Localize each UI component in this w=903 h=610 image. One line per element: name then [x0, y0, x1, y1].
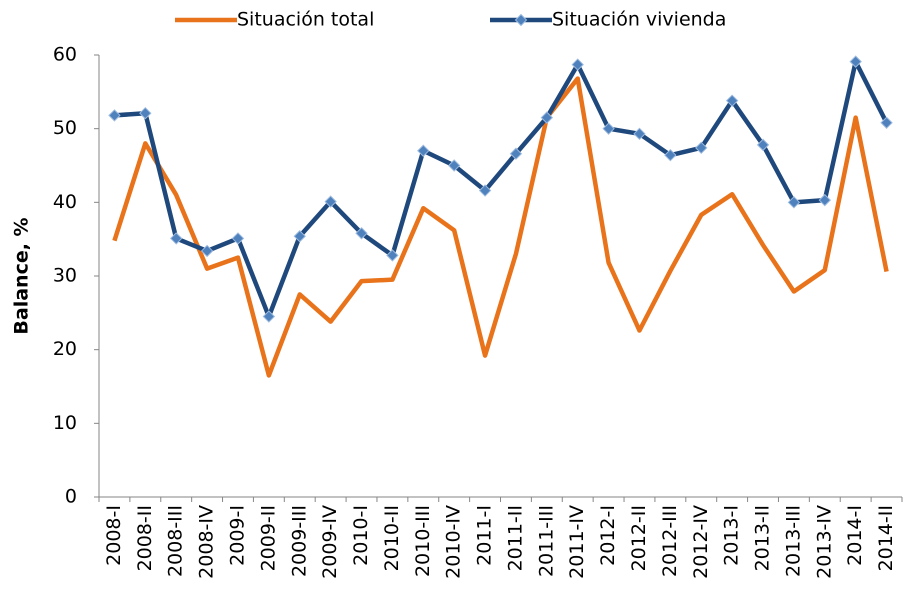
y-tick-label: 20	[53, 338, 77, 360]
x-tick-label: 2010-I	[350, 505, 372, 566]
marker	[880, 116, 893, 129]
marker	[695, 141, 708, 155]
x-tick-label: 2010-II	[381, 505, 403, 571]
marker	[849, 55, 862, 68]
y-tick-label: 60	[53, 44, 77, 66]
x-tick-label: 2012-I	[597, 505, 619, 566]
x-tick-label: 2012-IV	[690, 505, 712, 579]
marker	[170, 232, 183, 245]
x-tick-label: 2010-III	[412, 505, 434, 577]
x-tick-label: 2012-III	[659, 505, 681, 577]
marker	[139, 106, 152, 120]
x-tick-label: 2013-II	[752, 505, 774, 571]
marker	[478, 184, 492, 197]
x-tick-label: 2012-II	[628, 505, 650, 571]
marker	[509, 147, 523, 160]
x-tick-label: 2009-II	[257, 505, 279, 571]
legend-marker	[514, 13, 528, 27]
x-tick-label: 2013-I	[721, 505, 743, 566]
marker	[633, 127, 646, 141]
marker	[231, 232, 245, 245]
marker	[200, 244, 214, 258]
x-tick-label: 2008-II	[134, 505, 156, 571]
x-tick-label: 2008-IV	[196, 505, 218, 579]
x-tick-label: 2014-I	[844, 505, 866, 566]
x-tick-label: 2014-II	[875, 505, 897, 571]
marker	[293, 230, 306, 243]
x-tick-label: 2011-III	[535, 505, 557, 577]
marker	[262, 310, 276, 323]
marker	[108, 109, 121, 122]
marker	[725, 94, 739, 107]
marker	[571, 58, 584, 71]
marker	[386, 249, 399, 262]
marker	[540, 111, 554, 124]
marker	[447, 159, 461, 172]
x-tick-label: 2009-IV	[319, 505, 341, 579]
y-tick-label: 40	[53, 191, 77, 213]
y-tick-label: 50	[53, 117, 77, 139]
x-tick-label: 2008-I	[103, 505, 125, 566]
x-tick-label: 2008-III	[165, 505, 187, 577]
marker	[787, 196, 801, 209]
y-tick-label: 30	[53, 265, 77, 287]
x-tick-label: 2011-IV	[566, 505, 588, 579]
marker	[417, 144, 430, 157]
marker	[818, 193, 831, 207]
legend-label: Situación total	[237, 9, 374, 31]
x-tick-label: 2009-I	[226, 505, 248, 566]
x-tick-label: 2011-I	[474, 505, 496, 566]
marker	[756, 138, 770, 152]
x-tick-label: 2013-IV	[813, 505, 835, 579]
line	[112, 76, 889, 378]
marker	[355, 227, 368, 240]
y-tick-label: 0	[65, 486, 77, 508]
x-tick-label: 2010-IV	[443, 505, 465, 579]
legend-label: Situación vivienda	[552, 9, 726, 31]
y-axis-label: Balance, %	[11, 217, 33, 334]
line	[114, 59, 889, 319]
marker	[664, 148, 677, 162]
x-tick-label: 2009-III	[288, 505, 310, 577]
x-tick-label: 2013-III	[782, 505, 804, 577]
x-tick-label: 2011-II	[504, 505, 526, 571]
marker	[324, 195, 337, 208]
marker	[602, 122, 615, 135]
y-tick-label: 10	[53, 412, 77, 434]
